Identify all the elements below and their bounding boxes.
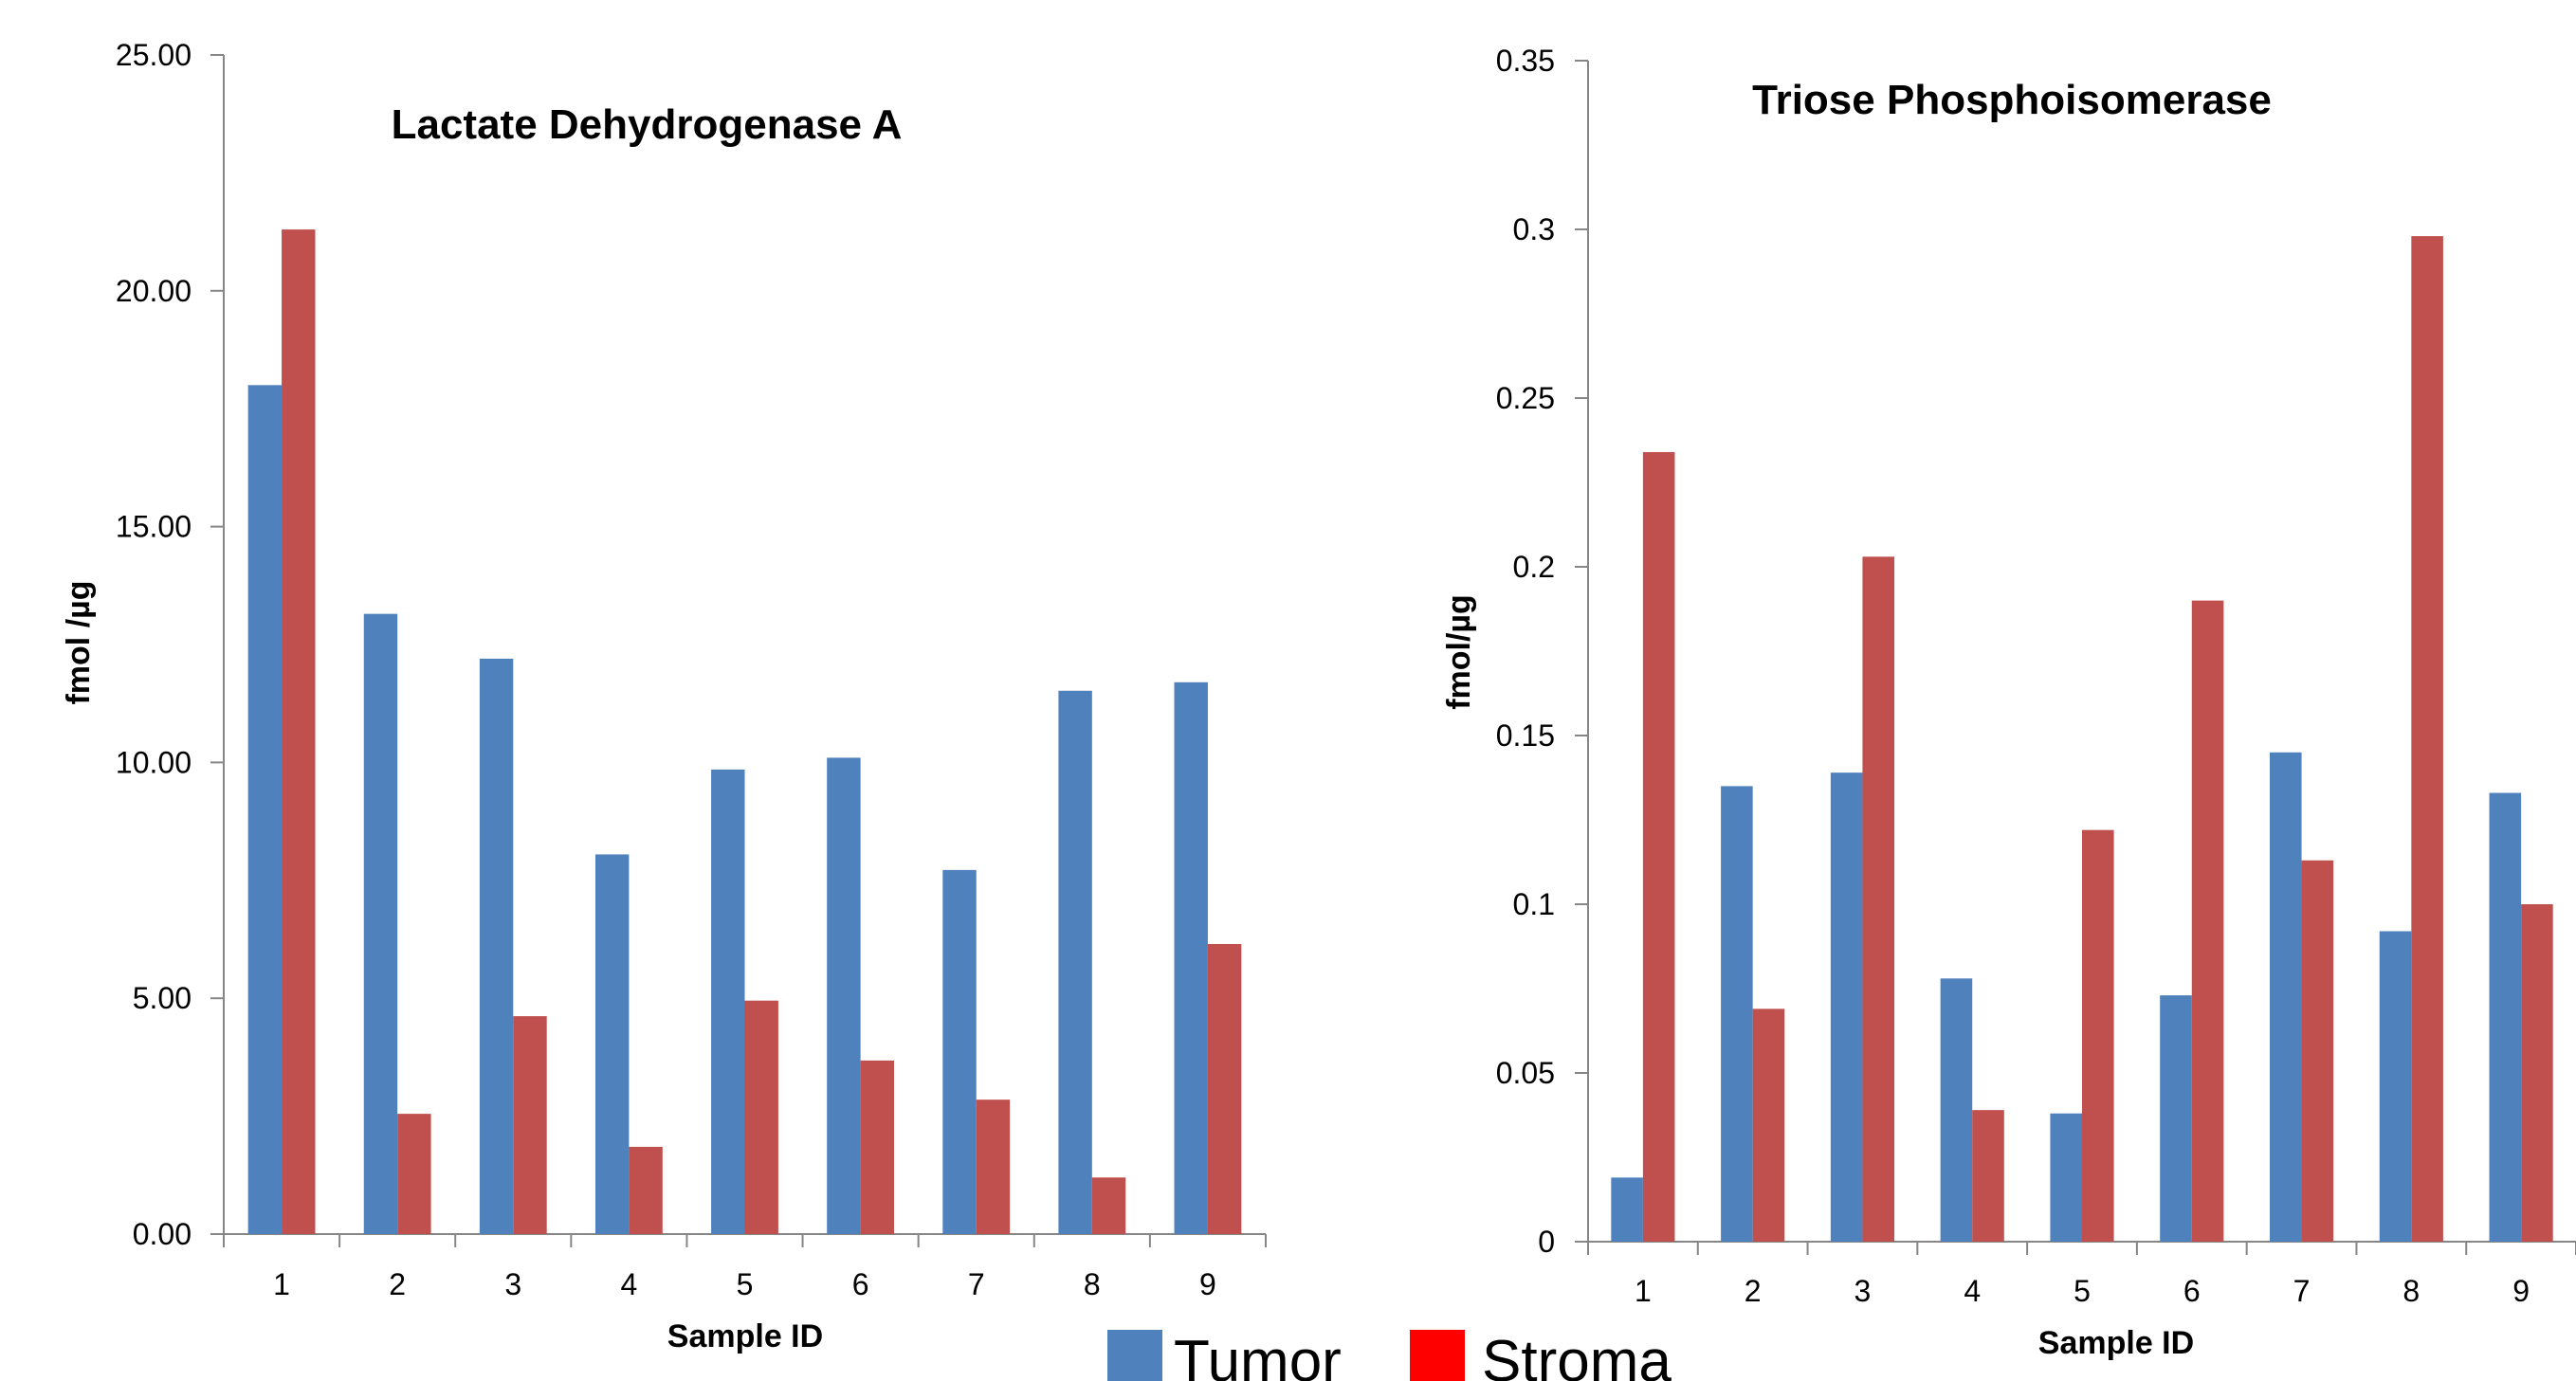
bar-stroma-7 xyxy=(976,1099,1011,1234)
x-tick-label: 2 xyxy=(389,1267,406,1301)
x-tick-label: 4 xyxy=(620,1267,637,1301)
bar-tumor-6 xyxy=(827,757,861,1234)
legend: Tumor Stroma xyxy=(1107,1329,1672,1381)
bar-stroma-6 xyxy=(2191,600,2224,1242)
bar-stroma-1 xyxy=(1642,451,1675,1243)
x-tick-label: 7 xyxy=(968,1267,985,1301)
bar-stroma-2 xyxy=(1752,1008,1785,1242)
bar-stroma-3 xyxy=(1862,556,1895,1242)
x-tick-label: 6 xyxy=(2183,1274,2201,1308)
chart-title: Triose Phosphoisomerase xyxy=(1752,77,2272,123)
legend-swatch-tumor xyxy=(1107,1330,1162,1381)
x-tick-label: 4 xyxy=(1964,1274,1981,1308)
legend-swatch-stroma xyxy=(1410,1330,1465,1381)
bar-tumor-5 xyxy=(711,769,745,1234)
x-tick-label: 7 xyxy=(2293,1274,2311,1308)
plot-area: 0 0.05 0.1 0.15 0.2 0.25 0.3 0.35 1 2 3 4 5 6 7 8 9 xyxy=(1496,44,2576,1308)
bar-stroma-9 xyxy=(2521,904,2553,1242)
x-axis-label: Sample ID xyxy=(667,1318,823,1354)
bar-tumor-9 xyxy=(1174,681,1208,1234)
y-tick-label: 20.00 xyxy=(116,274,192,308)
bar-tumor-8 xyxy=(1058,690,1092,1234)
chart-title: Lactate Dehydrogenase A xyxy=(392,101,903,148)
bar-stroma-7 xyxy=(2301,860,2334,1242)
x-tick-label: 5 xyxy=(737,1267,754,1301)
bar-tumor-1 xyxy=(1611,1177,1643,1242)
x-tick-label: 8 xyxy=(1084,1267,1101,1301)
y-tick-label: 0.3 xyxy=(1513,212,1555,246)
bar-stroma-5 xyxy=(2082,829,2114,1242)
x-tick-label: 3 xyxy=(504,1267,521,1301)
bar-stroma-2 xyxy=(397,1114,431,1234)
y-tick-label: 0.05 xyxy=(1496,1056,1555,1090)
y-axis-label: fmol /µg xyxy=(61,580,97,704)
bar-stroma-4 xyxy=(629,1146,663,1234)
bar-stroma-9 xyxy=(1207,943,1242,1234)
bar-tumor-3 xyxy=(1830,772,1863,1242)
bar-tumor-4 xyxy=(1940,978,1973,1242)
y-tick-label: 15.00 xyxy=(116,510,192,544)
bar-stroma-8 xyxy=(1091,1177,1126,1234)
legend-label-stroma: Stroma xyxy=(1482,1329,1672,1381)
bar-tumor-4 xyxy=(594,854,630,1234)
bar-tumor-3 xyxy=(479,658,514,1234)
chart-triose-phosphoisomerase: Triose Phosphoisomerase fmol/µg Sample I… xyxy=(1441,44,2576,1361)
x-tick-label: 8 xyxy=(2402,1274,2420,1308)
bar-stroma-8 xyxy=(2411,236,2443,1242)
y-tick-label: 25.00 xyxy=(116,38,192,72)
bar-tumor-6 xyxy=(2160,995,2192,1242)
x-tick-label: 3 xyxy=(1854,1274,1872,1308)
y-tick-label: 0.1 xyxy=(1513,887,1555,921)
x-tick-label: 1 xyxy=(273,1267,290,1301)
bar-tumor-9 xyxy=(2489,792,2522,1242)
x-tick-label: 5 xyxy=(2074,1274,2091,1308)
bar-tumor-2 xyxy=(1721,786,1753,1242)
bar-tumor-8 xyxy=(2379,931,2412,1242)
y-tick-label: 10.00 xyxy=(116,745,192,779)
plot-area: 0.00 5.00 10.00 15.00 20.00 25.00 1 2 3 4 5 6 7 8 9 xyxy=(116,38,1267,1301)
legend-label-tumor: Tumor xyxy=(1174,1329,1342,1381)
bar-stroma-6 xyxy=(860,1060,895,1234)
y-tick-label: 0.2 xyxy=(1513,550,1555,584)
bar-stroma-5 xyxy=(744,1000,778,1234)
y-tick-label: 0.15 xyxy=(1496,718,1555,753)
y-tick-label: 0.25 xyxy=(1496,381,1555,415)
bar-tumor-1 xyxy=(247,385,283,1234)
bar-tumor-5 xyxy=(2050,1113,2082,1242)
x-tick-label: 1 xyxy=(1635,1274,1652,1308)
bar-tumor-2 xyxy=(363,613,398,1234)
bar-tumor-7 xyxy=(942,869,977,1234)
x-tick-label: 9 xyxy=(1199,1267,1216,1301)
y-axis-label: fmol/µg xyxy=(1441,594,1477,710)
x-tick-label: 6 xyxy=(852,1267,869,1301)
y-tick-label: 0.00 xyxy=(133,1217,192,1251)
bar-stroma-3 xyxy=(513,1016,547,1234)
x-tick-label: 2 xyxy=(1745,1274,1762,1308)
x-tick-label: 9 xyxy=(2512,1274,2530,1308)
bar-stroma-4 xyxy=(1972,1110,2004,1242)
chart-lactate-dehydrogenase-a: Lactate Dehydrogenase A fmol /µg Sample … xyxy=(61,38,1267,1354)
y-tick-label: 5.00 xyxy=(133,981,192,1015)
bar-tumor-7 xyxy=(2269,752,2302,1242)
bar-stroma-1 xyxy=(282,229,316,1234)
y-tick-label: 0 xyxy=(1538,1225,1555,1259)
y-tick-label: 0.35 xyxy=(1496,44,1555,78)
x-axis-label: Sample ID xyxy=(2038,1325,2194,1361)
